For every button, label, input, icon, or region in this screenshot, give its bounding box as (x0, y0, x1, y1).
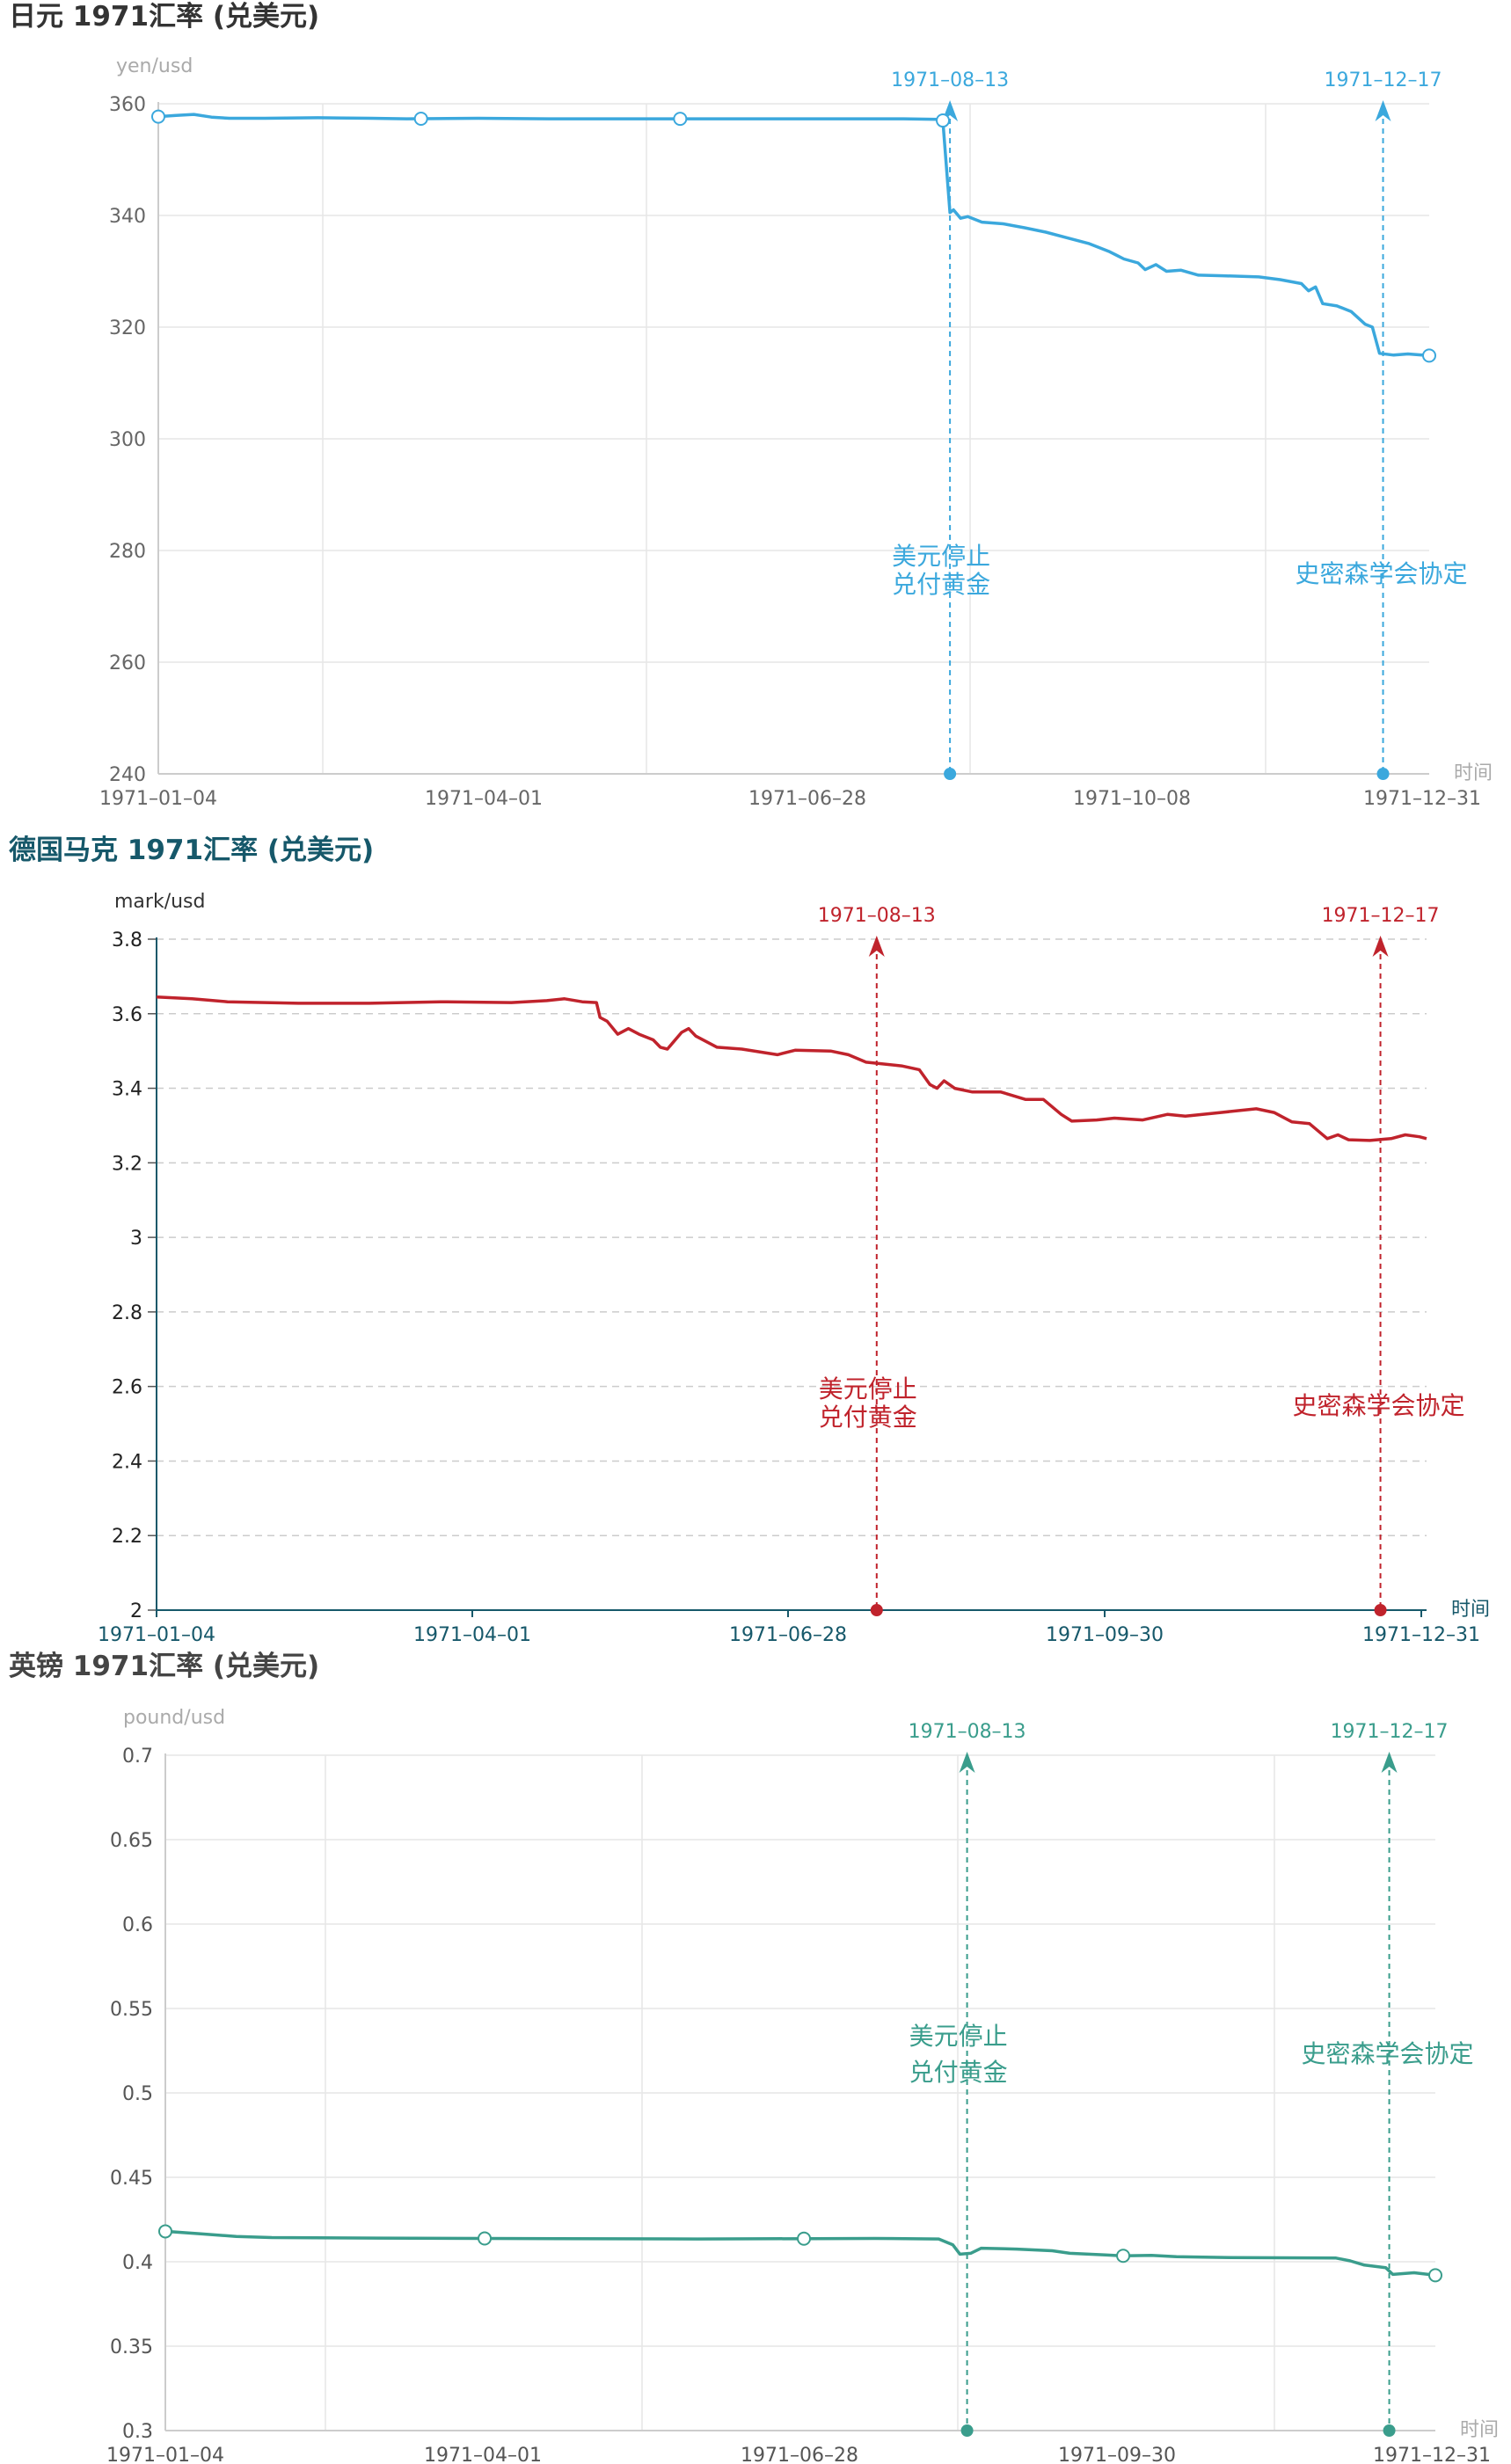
mark-x-tick-label: 1971–06–28 (729, 1624, 847, 1646)
yen-x-tick-label: 1971–06–28 (748, 788, 866, 810)
pound-x-tick-label: 1971–06–28 (741, 2445, 858, 2464)
yen-y-tick-label: 340 (109, 206, 146, 228)
pound-marker-arrow (1381, 1752, 1398, 1773)
mark-marker-note: 美元停止 (819, 1374, 917, 1403)
pound-y-tick-label: 0.3 (122, 2421, 153, 2443)
pound-x-axis-label: 时间 (1460, 2419, 1499, 2441)
pound-y-tick-label: 0.65 (110, 1830, 153, 1852)
mark-chart-panel: 德国马克 1971汇率 (兑美元) mark/usd 2 2.2 2.4 2.6 2.8 3… (0, 834, 1511, 1646)
pound-y-tick-label: 0.5 (122, 2083, 153, 2105)
mark-x-tick-label: 1971–01–04 (98, 1624, 215, 1646)
pound-marker-date-label: 1971–12–17 (1331, 1721, 1449, 1743)
pound-y-tick-label: 0.45 (110, 2168, 153, 2190)
mark-marker-arrow (1372, 936, 1389, 957)
yen-y-tick-label: 240 (109, 764, 146, 786)
yen-marker-date-label: 1971–08–13 (891, 69, 1009, 91)
mark-marker-arrow (868, 936, 885, 957)
pound-marker-note: 美元停止 (909, 2022, 1008, 2051)
mark-y-axis-label: mark/usd (114, 891, 205, 913)
yen-y-tick-label: 280 (109, 541, 146, 563)
pound-marker-note: 兑付黄金 (909, 2058, 1008, 2087)
pound-data-point (1428, 2268, 1442, 2283)
mark-marker-note: 史密森学会协定 (1293, 1391, 1465, 1420)
pound-chart-title: 英镑 1971汇率 (兑美元) (9, 1651, 320, 1682)
mark-y-tick-label: 3 (130, 1228, 142, 1250)
pound-y-tick-label: 0.55 (110, 1999, 153, 2021)
mark-x-tick-label: 1971–09–30 (1046, 1624, 1164, 1646)
yen-chart-svg: yen/usd 240 260 280 300 320 340 360 1971–01–04 19… (99, 55, 1493, 810)
pound-series-line (164, 2229, 1436, 2278)
mark-y-tick-label: 2.6 (112, 1377, 142, 1399)
pound-x-tick-label: 1971–09–30 (1058, 2445, 1176, 2464)
yen-chart-title: 日元 1971汇率 (兑美元) (9, 1, 320, 33)
pound-data-point (158, 2224, 172, 2239)
mark-x-tick-label: 1971–04–01 (413, 1624, 531, 1646)
pound-data-point (797, 2231, 812, 2246)
pound-marker-arrow (959, 1752, 975, 1773)
pound-x-tick-label: 1971–04–01 (424, 2445, 542, 2464)
pound-y-tick-label: 0.4 (122, 2252, 153, 2274)
pound-y-tick-label: 0.6 (122, 1914, 153, 1936)
pound-data-point (478, 2231, 493, 2246)
yen-data-point (673, 112, 688, 127)
yen-marker-dot (1376, 768, 1390, 780)
yen-series-line (157, 113, 1430, 358)
yen-x-tick-label: 1971–04–01 (425, 788, 543, 810)
pound-data-point (1116, 2249, 1131, 2264)
yen-data-point (413, 112, 428, 127)
yen-x-tick-label: 1971–01–04 (99, 788, 217, 810)
pound-marker-dot (1383, 2424, 1396, 2437)
yen-data-point (151, 109, 165, 124)
mark-marker-dot (1374, 1604, 1387, 1616)
yen-chart-panel: 日元 1971汇率 (兑美元) yen/usd 240 260 280 300 320 34… (0, 0, 1511, 810)
yen-y-tick-label: 360 (109, 94, 146, 116)
mark-chart-title: 德国马克 1971汇率 (兑美元) (9, 835, 375, 866)
yen-y-tick-label: 300 (109, 429, 146, 451)
yen-marker-note: 兑付黄金 (892, 570, 990, 599)
pound-x-tick-label: 1971–12–31 (1373, 2445, 1491, 2464)
mark-y-tick-label: 3.6 (112, 1004, 142, 1026)
pound-y-axis-label: pound/usd (123, 1707, 225, 1729)
mark-chart-svg: mark/usd 2 2.2 2.4 2.6 2.8 3 3.2 3.4 3.6 3.8 1971–0… (98, 891, 1490, 1646)
yen-marker-dot (944, 768, 957, 780)
mark-y-tick-label: 3.4 (112, 1079, 142, 1101)
yen-marker-arrow (1375, 100, 1391, 121)
mark-marker-dot (870, 1604, 883, 1616)
pound-marker-dot (960, 2424, 974, 2437)
mark-marker-note: 兑付黄金 (819, 1403, 917, 1432)
pound-y-tick-label: 0.7 (122, 1746, 153, 1768)
pound-x-tick-label: 1971–01–04 (106, 2445, 224, 2464)
yen-marker-note: 史密森学会协定 (1296, 559, 1468, 588)
mark-marker-date-label: 1971–08–13 (818, 905, 936, 927)
yen-y-axis-label: yen/usd (116, 55, 193, 77)
mark-y-tick-label: 3.2 (112, 1153, 142, 1175)
yen-data-point (936, 113, 951, 128)
pound-chart-svg: pound/usd 0.3 0.35 0.4 0.45 0.5 0.55 0.6 0.65 0.7… (106, 1707, 1499, 2464)
mark-series-line (156, 995, 1427, 1142)
yen-x-axis-label: 时间 (1454, 762, 1493, 784)
yen-x-tick-label: 1971–10–08 (1073, 788, 1191, 810)
mark-y-tick-label: 2 (130, 1600, 142, 1622)
mark-marker-date-label: 1971–12–17 (1322, 905, 1440, 927)
pound-chart-panel: 英镑 1971汇率 (兑美元) pound/usd 0.3 0.35 0.4 0.45 0… (0, 1650, 1511, 2464)
mark-y-tick-label: 2.2 (112, 1526, 142, 1548)
mark-x-axis-label: 时间 (1451, 1599, 1490, 1621)
mark-x-tick-label: 1971–12–31 (1362, 1624, 1480, 1646)
pound-marker-note: 史密森学会协定 (1302, 2039, 1474, 2068)
pound-marker-date-label: 1971–08–13 (909, 1721, 1026, 1743)
mark-y-tick-label: 3.8 (112, 929, 142, 951)
yen-y-tick-label: 260 (109, 652, 146, 674)
mark-y-tick-label: 2.4 (112, 1451, 142, 1473)
yen-y-tick-label: 320 (109, 317, 146, 339)
yen-marker-note: 美元停止 (892, 542, 990, 571)
mark-y-tick-label: 2.8 (112, 1302, 142, 1324)
yen-data-point (1422, 348, 1436, 363)
pound-y-tick-label: 0.35 (110, 2336, 153, 2358)
yen-marker-date-label: 1971–12–17 (1325, 69, 1442, 91)
yen-x-tick-label: 1971–12–31 (1363, 788, 1481, 810)
